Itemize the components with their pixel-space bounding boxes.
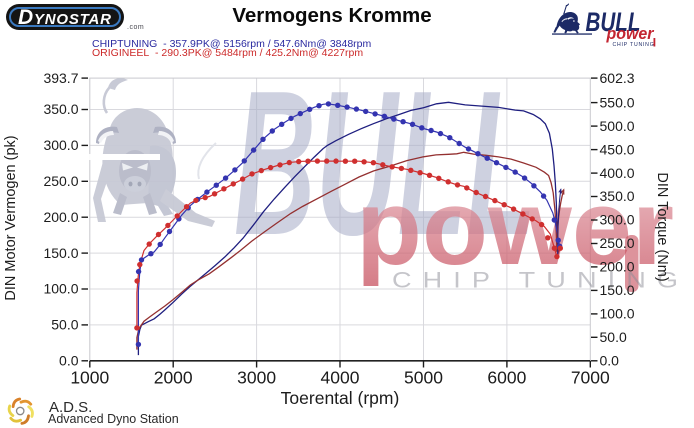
svg-text:BULL: BULL [586, 7, 641, 37]
svg-text:DIN Motor Vermogen (pk): DIN Motor Vermogen (pk) [3, 135, 19, 300]
svg-text:550.0: 550.0 [600, 94, 635, 110]
svg-text:200.0: 200.0 [43, 209, 78, 225]
svg-text:power: power [356, 167, 674, 287]
svg-text:6000: 6000 [487, 368, 526, 388]
svg-text:7000: 7000 [571, 368, 610, 388]
svg-text:Toerental (rpm): Toerental (rpm) [281, 388, 400, 408]
svg-text:50.0: 50.0 [51, 317, 78, 333]
svg-text:5000: 5000 [404, 368, 443, 388]
svg-text:1000: 1000 [70, 368, 109, 388]
svg-text:DIN Torque (Nm): DIN Torque (Nm) [654, 172, 670, 281]
svg-text:CHIP TUNING: CHIP TUNING [613, 42, 655, 48]
svg-text:2000: 2000 [154, 368, 193, 388]
svg-text:350.0: 350.0 [600, 188, 635, 204]
svg-text:250.0: 250.0 [600, 235, 635, 251]
svg-text:450.0: 450.0 [600, 141, 635, 157]
svg-text:50.0: 50.0 [600, 329, 627, 345]
svg-text:CHIP TUNING: CHIP TUNING [392, 268, 689, 293]
svg-text:power: power [606, 25, 655, 43]
svg-text:500.0: 500.0 [600, 118, 635, 134]
svg-text:300.0: 300.0 [43, 137, 78, 153]
svg-text:150.0: 150.0 [43, 245, 78, 261]
svg-text:BULL: BULL [234, 48, 536, 278]
svg-text:350.0: 350.0 [43, 101, 78, 117]
svg-text:200.0: 200.0 [600, 259, 635, 275]
svg-text:602.3: 602.3 [600, 70, 635, 86]
svg-text:3000: 3000 [237, 368, 276, 388]
svg-text:300.0: 300.0 [600, 212, 635, 228]
svg-text:100.0: 100.0 [43, 281, 78, 297]
svg-text:393.7: 393.7 [43, 70, 78, 86]
svg-text:0.0: 0.0 [59, 353, 79, 369]
svg-text:4000: 4000 [321, 368, 360, 388]
svg-text:250.0: 250.0 [43, 173, 78, 189]
svg-text:400.0: 400.0 [600, 165, 635, 181]
svg-text:150.0: 150.0 [600, 282, 635, 298]
svg-text:100.0: 100.0 [600, 306, 635, 322]
svg-text:0.0: 0.0 [600, 353, 620, 369]
